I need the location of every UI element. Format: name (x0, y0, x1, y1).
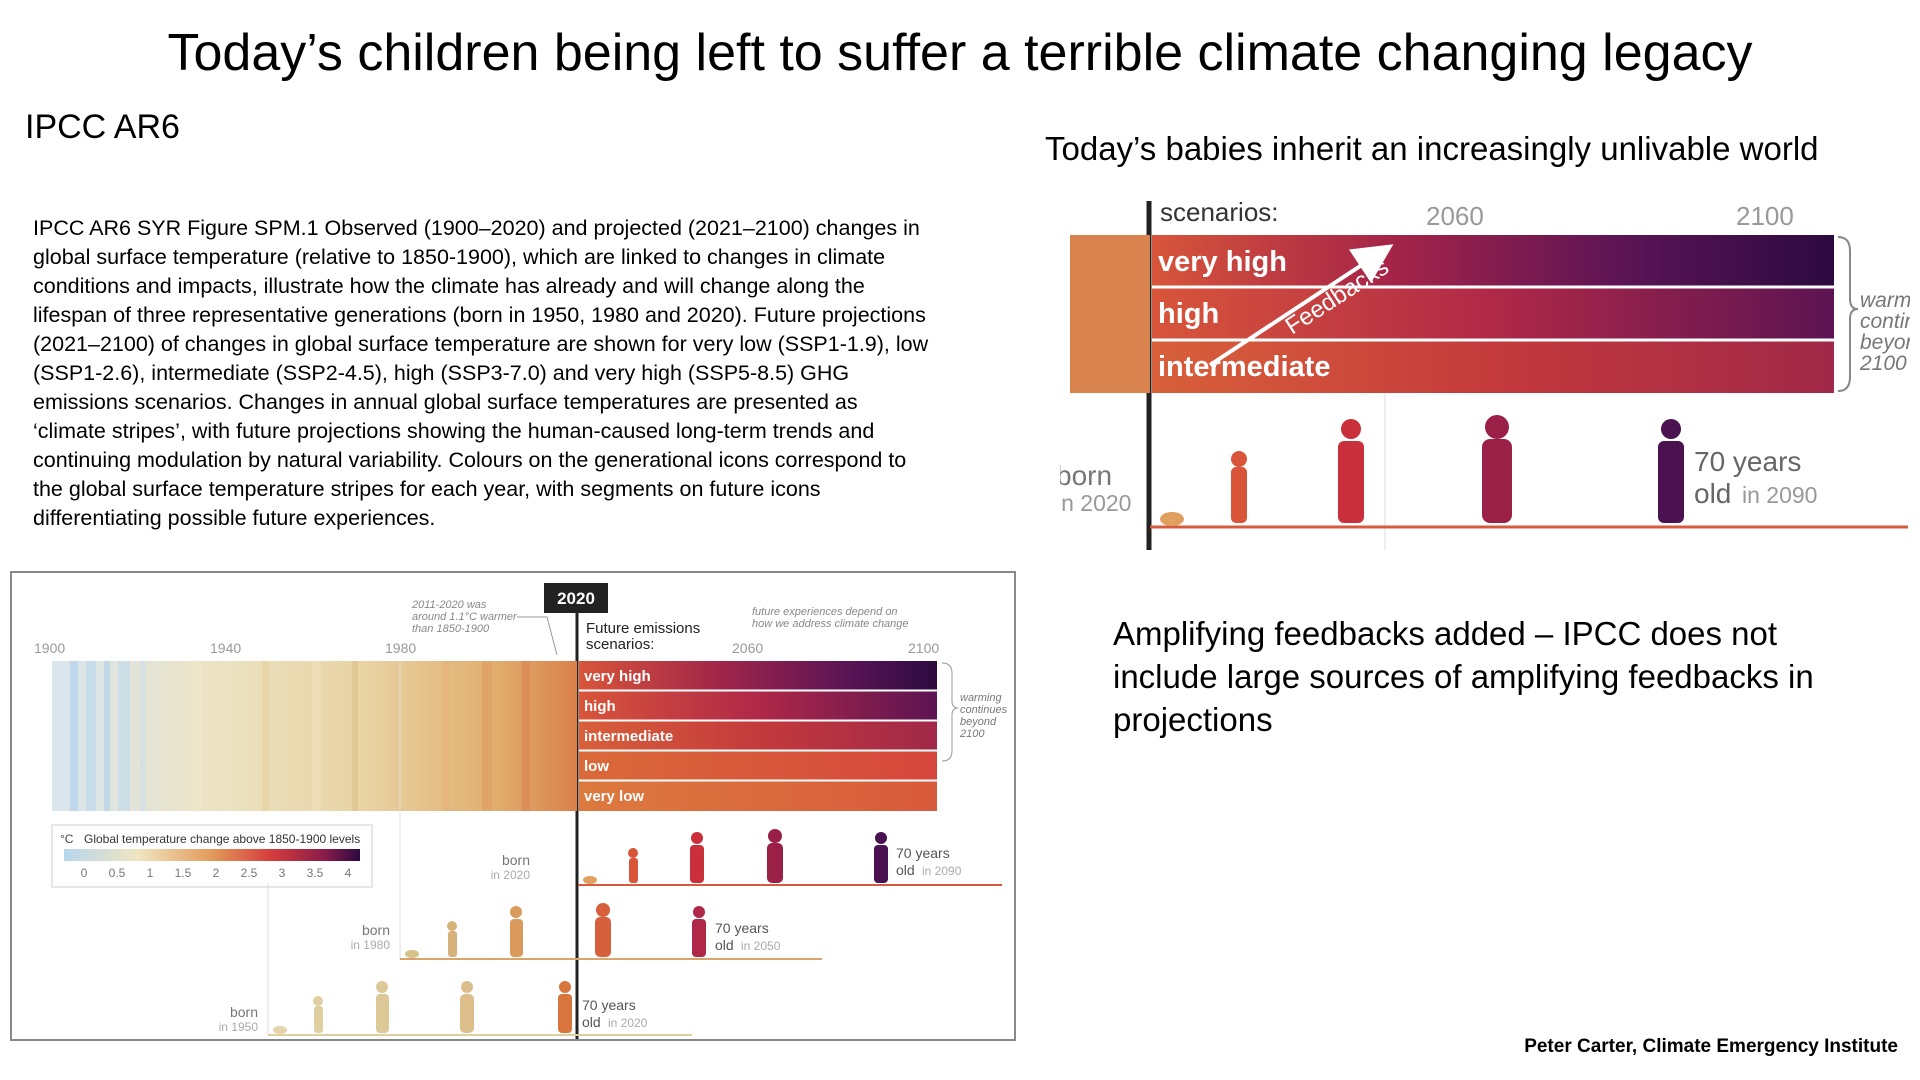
right-tick-2100: 2100 (1736, 201, 1794, 231)
warming-note-3: beyond (960, 716, 997, 728)
feedbacks-figure: scenarios: 2060 2100 very high high inte… (1060, 195, 1910, 555)
gen2020-figures (583, 829, 888, 884)
scenario-label-low: low (584, 758, 609, 775)
gen1980-old: old (715, 937, 734, 953)
right-generation-figures (1160, 415, 1684, 526)
right-warming-4: 2100 (1859, 352, 1907, 375)
gen1950-born: born (230, 1004, 258, 1020)
gen1950-figures (273, 981, 572, 1034)
warming-note-4: 2100 (959, 728, 985, 740)
amplifying-feedbacks-note: Amplifying feedbacks added – IPCC does n… (1113, 615, 1814, 738)
scenario-label-intermediate: intermediate (584, 728, 673, 745)
svg-text:2: 2 (213, 866, 220, 880)
scenario-label-very-low: very low (584, 788, 644, 805)
author-credit: Peter Carter, Climate Emergency Institut… (1524, 1036, 1898, 1057)
svg-text:3: 3 (279, 866, 286, 880)
svg-text:3.5: 3.5 (307, 866, 324, 880)
annotation-2011-pointer (517, 616, 558, 656)
warming-note-1: warming (960, 692, 1002, 704)
right-warming-2: continues (1860, 310, 1910, 333)
gen2020-born: born (502, 852, 530, 868)
ipcc-ar6-label: IPCC AR6 (25, 108, 180, 146)
future-note-1: future experiences depend on (752, 606, 898, 618)
tick-1980: 1980 (385, 640, 416, 656)
scenario-bar-very-low (579, 781, 937, 811)
year-2020-label: 2020 (557, 589, 595, 608)
gen1980-in: in 1980 (351, 938, 391, 952)
gen2020-age: 70 years (896, 845, 950, 861)
gen2020-in-year: in 2090 (922, 864, 962, 878)
svg-text:0: 0 (81, 866, 88, 880)
year-2020-badge (544, 583, 608, 613)
slide-title: Today’s children being left to suffer a … (167, 24, 1753, 82)
right-label-very-high: very high (1158, 246, 1287, 278)
right-warming-brace (1837, 236, 1859, 392)
right-warming-3: beyond (1860, 331, 1910, 354)
annotation-2011-line2: around 1.1°C warmer (412, 611, 518, 623)
legend-title: Global temperature change above 1850-190… (84, 832, 360, 846)
svg-text:1.5: 1.5 (175, 866, 192, 880)
scenario-label-very-high: very high (584, 668, 651, 685)
legend-ticks: 0 0.5 1 1.5 2 2.5 3 3.5 4 (81, 866, 352, 880)
annotation-2011-line1: 2011-2020 was (411, 599, 487, 611)
right-bar-high (1152, 288, 1834, 339)
gen1950-age: 70 years (582, 997, 636, 1013)
gen2020-in: in 2020 (491, 868, 531, 882)
right-old: old (1694, 478, 1731, 509)
tick-1940: 1940 (210, 640, 241, 656)
feedbacks-arrow (1208, 244, 1394, 367)
svg-text:4: 4 (345, 866, 352, 880)
warming-brace (941, 662, 959, 762)
right-scenarios-label: scenarios: (1160, 197, 1279, 227)
future-emissions-header-1: Future emissions (586, 620, 700, 637)
future-emissions-header-2: scenarios: (586, 636, 654, 653)
right-bar-intermediate (1152, 341, 1834, 393)
scenario-bar-high (579, 691, 937, 720)
right-label-intermediate: intermediate (1158, 351, 1330, 383)
scenario-bar-very-high (579, 661, 937, 690)
warming-note-2: continues (960, 704, 1008, 716)
tick-2060: 2060 (732, 640, 763, 656)
gen1950-in-year: in 2020 (608, 1016, 648, 1030)
right-born: born (1060, 460, 1112, 491)
gen1980-figures (405, 903, 706, 958)
figure-caption: IPCC AR6 SYR Figure SPM.1 Observed (1900… (33, 216, 929, 530)
gen1980-born: born (362, 922, 390, 938)
right-bar-very-high (1152, 235, 1834, 286)
svg-text:1: 1 (147, 866, 154, 880)
right-born-in: in 2020 (1060, 490, 1131, 516)
right-age: 70 years (1694, 446, 1801, 477)
scenario-bar-low (579, 751, 937, 780)
scenario-bar-intermediate (579, 721, 937, 750)
tick-2100: 2100 (908, 640, 939, 656)
gen2020-old: old (896, 862, 915, 878)
gen1950-old: old (582, 1014, 601, 1030)
right-observed-strip (1070, 235, 1150, 393)
right-old-in: in 2090 (1742, 482, 1817, 508)
legend-colorbar (64, 849, 360, 861)
legend-unit: °C (60, 832, 74, 846)
ipcc-spm1-figure: 1900 1940 1980 2060 2100 2011-2020 was a… (10, 571, 1016, 1041)
right-warming-1: warming (1860, 289, 1910, 312)
observed-stripe-variation (70, 661, 530, 811)
annotation-2011-line3: than 1850-1900 (412, 623, 490, 635)
svg-text:2.5: 2.5 (241, 866, 258, 880)
scenario-label-high: high (584, 698, 616, 715)
gen1980-in-year: in 2050 (741, 939, 781, 953)
gen1950-in: in 1950 (219, 1020, 259, 1034)
future-note-2: how we address climate change (752, 618, 909, 630)
right-figure-heading: Today’s babies inherit an increasingly u… (1045, 130, 1819, 167)
gen1980-age: 70 years (715, 920, 769, 936)
svg-text:0.5: 0.5 (109, 866, 126, 880)
tick-1900: 1900 (34, 640, 65, 656)
right-tick-2060: 2060 (1426, 201, 1484, 231)
right-label-high: high (1158, 298, 1219, 330)
